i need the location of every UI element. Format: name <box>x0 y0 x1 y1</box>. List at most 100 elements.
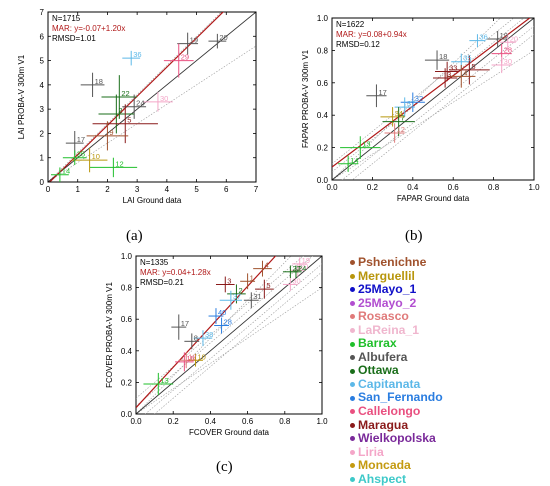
legend-marker-icon <box>350 300 355 306</box>
legend-label: Wielkopolska <box>358 431 436 446</box>
legend-item: Rosasco <box>350 310 475 324</box>
identity-line <box>332 18 534 180</box>
x-tick-label: 7 <box>254 185 259 194</box>
legend-item: Barrax <box>350 337 475 351</box>
point-label: 5 <box>127 116 131 125</box>
point-label: 17 <box>378 88 386 97</box>
legend-item: Capitanata <box>350 376 475 392</box>
point-label: 12 <box>397 125 405 134</box>
regression-line <box>48 12 224 182</box>
caption-a: (a) <box>126 228 143 244</box>
legend-label: Capitanata <box>358 376 421 391</box>
envelope-line <box>48 45 256 182</box>
chart-panel-lai: 19 20 36 29 18 22 24 30 2 5 17 9 12 10 25 14 0 1 2 3 4 5 6 7 0 1 2… <box>10 2 273 224</box>
y-tick-label: 5 <box>40 57 45 66</box>
point-label: 15 <box>186 354 194 363</box>
y-axis-label: FAPAR PROBA-V 300m V1 <box>301 49 310 148</box>
point-label: 36 <box>133 50 141 59</box>
x-tick-label: 0.0 <box>326 183 338 192</box>
point-label: 13 <box>362 140 370 149</box>
point-label: 37 <box>407 99 415 108</box>
x-tick-label: 5 <box>194 185 199 194</box>
point-label: 2 <box>118 106 122 115</box>
y-tick-label: 4 <box>40 81 45 90</box>
legend-item: Maragua <box>350 417 475 433</box>
envelope-line <box>48 12 222 182</box>
point-label: 4 <box>463 68 467 77</box>
point-label: 30 <box>292 276 300 285</box>
legend-marker-icon <box>350 409 355 415</box>
envelope-line <box>136 287 322 414</box>
legend-marker-icon <box>350 273 355 279</box>
y-tick-label: 6 <box>40 32 45 41</box>
legend-label: Ottawa <box>358 363 399 378</box>
y-tick-label: 0.8 <box>317 46 329 55</box>
x-tick-label: 0.4 <box>407 183 419 192</box>
legend-label: Ahspect <box>358 471 407 486</box>
stat-n: N=1715 <box>52 14 81 23</box>
legend-label: Albufera <box>358 349 408 364</box>
y-tick-label: 0.6 <box>317 79 329 88</box>
x-axis-label: FCOVER Ground data <box>189 428 270 437</box>
x-tick-label: 0.4 <box>205 417 217 426</box>
y-tick-label: 0 <box>40 178 45 187</box>
point-label: 28 <box>224 318 232 327</box>
x-tick-label: 2 <box>105 185 110 194</box>
site-legend: Pshenichne Merguellil 25Mayo_1 25Mayo_2 Rosa… <box>350 255 475 486</box>
legend-marker-icon <box>350 449 355 455</box>
point-label: 12 <box>188 352 196 361</box>
point-label: 7 <box>401 114 405 123</box>
legend-item: Albufera <box>350 349 475 365</box>
legend-marker-icon <box>350 341 355 347</box>
point-label: 17 <box>181 319 189 328</box>
legend-marker-icon <box>350 477 355 483</box>
x-tick-label: 0.8 <box>279 417 291 426</box>
y-tick-label: 0.2 <box>121 378 133 387</box>
legend-item: Wielkopolska <box>350 432 475 446</box>
legend-marker-icon <box>350 382 355 388</box>
point-label: 14 <box>62 167 70 176</box>
legend-label: Callelongo <box>358 404 421 419</box>
x-tick-label: 0.6 <box>242 417 254 426</box>
x-axis-label: LAI Ground data <box>123 196 182 205</box>
point-label: 5 <box>266 281 270 290</box>
stat-mar: MAR: y=0.04+1.28x <box>140 268 211 277</box>
legend-item: Ottawa <box>350 364 475 378</box>
x-tick-label: 0.6 <box>448 183 460 192</box>
y-tick-label: 1 <box>40 154 45 163</box>
point-label: 33 <box>449 63 457 72</box>
legend-label: 25Mayo_1 <box>358 282 417 297</box>
chart-panel-fapar: 19 36 20 28 30 18 35 5 33 4 3 17 32 37 34 7 12 13 14 0.0 0.2… <box>290 4 546 226</box>
point-label: 24 <box>136 99 144 108</box>
legend-label: Maragua <box>358 417 409 432</box>
chart-panel-fcover: 19 20 4 22 24 3 1 30 2 37 31 5 40 28 17 8 38 15 12 10 13 0.0 0… <box>94 244 344 456</box>
point-label: 28 <box>504 46 512 55</box>
caption-c: (c) <box>216 459 233 475</box>
point-label: 1 <box>250 273 254 282</box>
x-tick-label: 0 <box>46 185 51 194</box>
point-label: 14 <box>350 156 358 165</box>
x-tick-label: 3 <box>135 185 140 194</box>
legend-item: San_Fernando <box>350 391 475 405</box>
point-label: 19 <box>302 256 310 265</box>
x-tick-label: 6 <box>224 185 229 194</box>
x-tick-label: 4 <box>165 185 170 194</box>
point-label: 19 <box>190 36 198 45</box>
legend-marker-icon <box>350 395 355 401</box>
point-label: 18 <box>439 52 447 61</box>
plot-area <box>332 18 534 180</box>
stat-rmsd: RMSD=0.12 <box>336 40 380 49</box>
legend-label: San_Fernando <box>358 390 443 405</box>
point-label: 18 <box>95 77 103 86</box>
envelope-line <box>332 50 534 180</box>
point-label: 9 <box>109 128 113 137</box>
legend-marker-icon <box>350 355 355 361</box>
legend-marker-icon <box>350 436 355 442</box>
legend-label: Liria <box>358 444 384 459</box>
point-label: 17 <box>77 135 85 144</box>
point-label: 5 <box>471 62 475 71</box>
legend-marker-icon <box>350 260 355 266</box>
point-label: 38 <box>205 330 213 339</box>
